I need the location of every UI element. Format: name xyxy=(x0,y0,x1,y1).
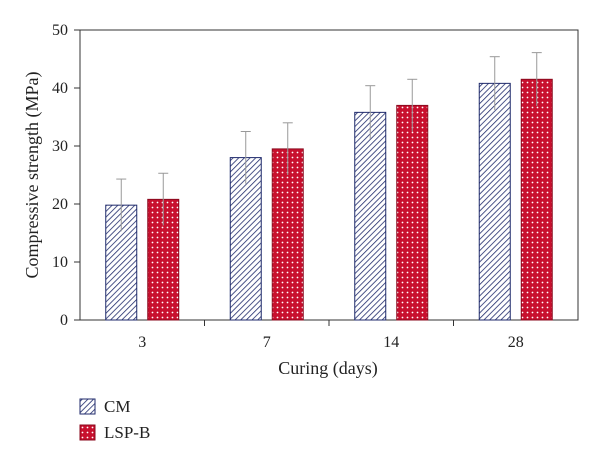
x-tick-label: 3 xyxy=(138,334,146,351)
y-tick-label: 30 xyxy=(52,138,68,155)
bar-cm xyxy=(354,111,387,321)
legend: CM LSP-B xyxy=(79,397,150,442)
x-tick-label: 7 xyxy=(263,334,271,351)
x-tick-label: 28 xyxy=(508,334,524,351)
legend-label-lsp-b: LSP-B xyxy=(104,423,150,442)
legend-swatch-cm xyxy=(79,398,96,415)
plot-area: 0 10 20 30 40 50 3 7 14 28 xyxy=(52,22,579,351)
x-tick-label: 14 xyxy=(383,334,399,351)
bar-cm xyxy=(229,157,262,321)
y-tick-label: 0 xyxy=(60,312,68,329)
bar-lsp-b xyxy=(271,148,304,321)
y-axis-title: Compressive strength (MPa) xyxy=(22,72,43,279)
y-tick-label: 40 xyxy=(52,80,68,97)
legend-label-cm: CM xyxy=(104,397,130,416)
y-tick-label: 50 xyxy=(52,22,68,39)
x-axis-title: Curing (days) xyxy=(278,358,377,379)
bar-lsp-b xyxy=(520,78,553,321)
y-tick-label: 20 xyxy=(52,196,68,213)
bar-cm xyxy=(478,82,511,321)
bar-lsp-b xyxy=(396,104,429,321)
legend-swatch-lsp-b xyxy=(79,424,96,441)
y-tick-label: 10 xyxy=(52,254,68,271)
